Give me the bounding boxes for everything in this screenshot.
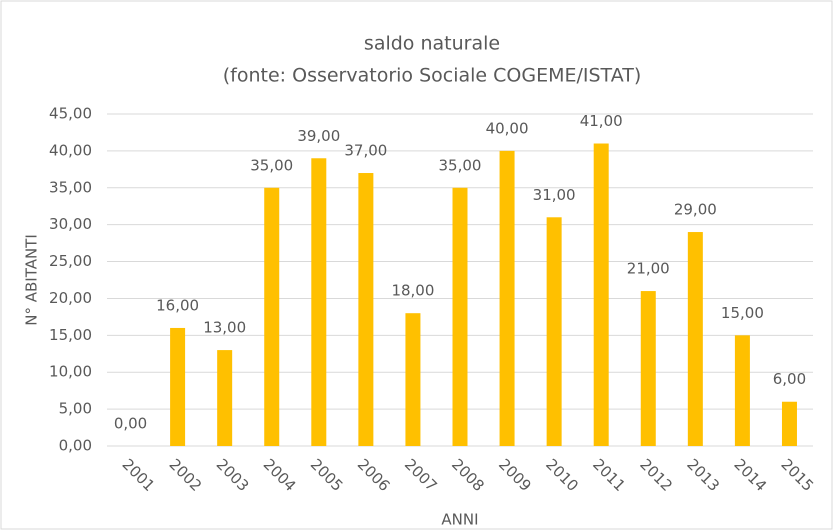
y-tick-label: 30,00 [49, 215, 92, 233]
bar [781, 401, 797, 446]
bar [170, 327, 186, 446]
bar [687, 232, 703, 446]
y-axis-label: N° ABITANTI [23, 234, 41, 326]
chart-title: saldo naturale [364, 33, 500, 55]
data-label: 21,00 [627, 260, 670, 278]
bar [311, 158, 327, 446]
data-label: 40,00 [486, 119, 529, 137]
data-label: 35,00 [439, 156, 482, 174]
data-label: 35,00 [250, 156, 293, 174]
chart-subtitle: (fonte: Osservatorio Sociale COGEME/ISTA… [223, 65, 641, 87]
y-tick-label: 25,00 [49, 252, 92, 270]
bar [546, 217, 562, 446]
bar [217, 350, 233, 446]
bar [405, 313, 421, 446]
bar [499, 150, 515, 446]
bar [734, 335, 750, 446]
bar [358, 173, 374, 446]
data-label: 41,00 [580, 112, 623, 130]
bar [264, 187, 280, 446]
data-label: 29,00 [674, 201, 717, 219]
bar [640, 291, 656, 446]
y-tick-label: 20,00 [49, 289, 92, 307]
data-label: 16,00 [156, 296, 199, 314]
bar [452, 187, 468, 446]
bar [593, 143, 609, 446]
data-label: 37,00 [344, 142, 387, 160]
data-label: 13,00 [203, 319, 246, 337]
x-axis-label: ANNI [441, 511, 478, 529]
y-tick-label: 5,00 [59, 400, 92, 418]
data-label: 18,00 [391, 282, 434, 300]
data-label: 6,00 [773, 370, 806, 388]
y-tick-label: 40,00 [49, 141, 92, 159]
y-tick-label: 10,00 [49, 363, 92, 381]
y-tick-label: 35,00 [49, 178, 92, 196]
y-tick-label: 0,00 [59, 437, 92, 455]
y-tick-label: 15,00 [49, 326, 92, 344]
data-label: 31,00 [533, 186, 576, 204]
data-label: 39,00 [297, 127, 340, 145]
data-label: 15,00 [721, 304, 764, 322]
data-label: 0,00 [114, 415, 147, 433]
y-tick-label: 45,00 [49, 105, 92, 123]
